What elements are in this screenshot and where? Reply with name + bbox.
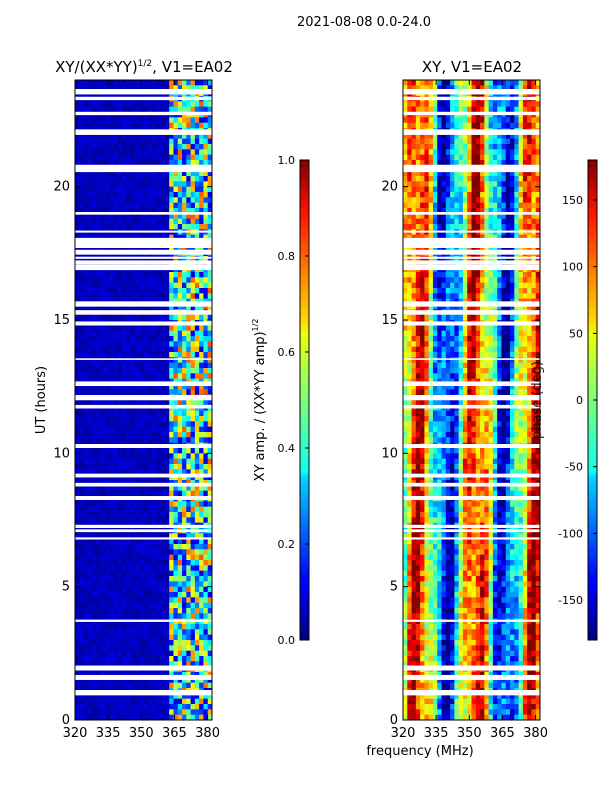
colorbar-tick-label: 0.0 xyxy=(278,634,296,647)
y-tick-label: 20 xyxy=(381,180,398,195)
phase-plot-frame xyxy=(402,79,541,721)
shared-x-axis-label: frequency (MHz) xyxy=(366,744,473,759)
colorbar-tick-label: 0.2 xyxy=(278,538,296,551)
amp-colorbar xyxy=(299,159,310,641)
x-tick-label: 335 xyxy=(424,726,449,741)
colorbar-tick-label: 0.6 xyxy=(278,346,296,359)
x-tick-label: 320 xyxy=(63,726,88,741)
colorbar-tick-label: -50 xyxy=(565,461,583,474)
amp-panel-title: XY/(XX*YY)1/2, V1=EA02 xyxy=(55,58,233,76)
x-tick-label: 365 xyxy=(162,726,187,741)
colorbar-tick-label: -100 xyxy=(558,527,583,540)
x-tick-label: 350 xyxy=(457,726,482,741)
x-tick-label: 335 xyxy=(96,726,121,741)
phase-panel: XY, V1=EA02 320 335 350 365 380 0 5 10 15 20 pha… xyxy=(381,58,598,741)
phase-colorbar-ticks: -150 -100 -50 0 50 100 150 xyxy=(558,194,597,607)
y-tick-label: 5 xyxy=(62,580,70,595)
colorbar-tick-label: 1.0 xyxy=(278,154,296,167)
y-tick-label: 15 xyxy=(381,313,398,328)
phase-x-ticks: 320 335 350 365 380 xyxy=(391,80,548,741)
colorbar-tick-label: 0.8 xyxy=(278,250,296,263)
figure-suptitle: 2021-08-08 0.0-24.0 xyxy=(297,15,431,30)
y-tick-label: 0 xyxy=(62,713,70,728)
amp-panel: XY/(XX*YY)1/2, V1=EA02 320 335 350 365 380 0… xyxy=(34,58,310,741)
phase-y-ticks: 0 5 10 15 20 xyxy=(381,180,540,728)
phase-y-axis-label: phase (deg) xyxy=(530,361,545,439)
x-tick-label: 380 xyxy=(523,726,548,741)
colorbar-tick-label: -150 xyxy=(558,594,583,607)
amp-x-ticks: 320 335 350 365 380 xyxy=(63,80,220,741)
y-tick-label: 10 xyxy=(53,446,70,461)
phase-heatmap-image xyxy=(403,80,541,721)
x-tick-label: 320 xyxy=(391,726,416,741)
amp-plot-frame xyxy=(74,79,213,721)
y-tick-label: 5 xyxy=(390,580,398,595)
amp-y-ticks: 0 5 10 15 20 xyxy=(53,180,212,728)
x-tick-label: 350 xyxy=(129,726,154,741)
colorbar-tick-label: 0 xyxy=(576,394,583,407)
y-tick-label: 0 xyxy=(390,713,398,728)
phase-panel-title: XY, V1=EA02 xyxy=(422,58,522,76)
colorbar-tick-label: 150 xyxy=(562,194,583,207)
colorbar-tick-label: 0.4 xyxy=(278,442,296,455)
y-tick-label: 10 xyxy=(381,446,398,461)
amp-colorbar-label: XY amp. / (XX*YY amp)1/2 xyxy=(251,319,268,482)
amp-heatmap-image xyxy=(75,80,213,721)
colorbar-tick-label: 100 xyxy=(562,261,583,274)
y-tick-label: 20 xyxy=(53,180,70,195)
x-tick-label: 365 xyxy=(490,726,515,741)
amp-y-axis-label: UT (hours) xyxy=(34,366,49,434)
amp-colorbar-ticks: 0.0 0.2 0.4 0.6 0.8 1.0 xyxy=(278,154,309,647)
y-tick-label: 15 xyxy=(53,313,70,328)
colorbar-tick-label: 50 xyxy=(569,327,583,340)
x-tick-label: 380 xyxy=(195,726,220,741)
